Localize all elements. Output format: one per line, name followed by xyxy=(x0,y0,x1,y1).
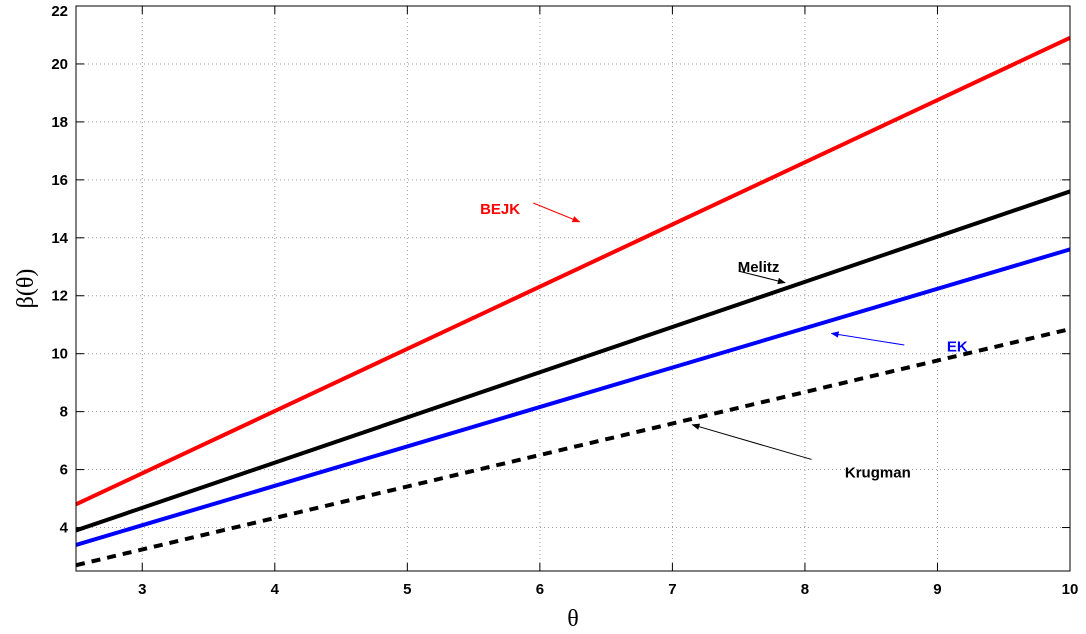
y-tick-label: 10 xyxy=(51,346,68,363)
y-tick-label: 16 xyxy=(51,172,68,189)
annotation-arrow-krugman xyxy=(691,423,812,460)
annotation-label-bejk: BEJK xyxy=(480,201,520,218)
annotation-arrow-melitz xyxy=(738,270,786,285)
annotation-label-ek: EK xyxy=(947,338,968,355)
plot-frame xyxy=(75,5,1071,572)
tick-labels: 3 4 5 6 7 8 9 10 4 6 8 10 12 14 16 18 20 22 xyxy=(51,3,1078,598)
y-tick-label: 12 xyxy=(51,288,68,305)
y-tick-label: 18 xyxy=(51,114,68,131)
annotation-label-melitz: Melitz xyxy=(738,259,780,276)
y-tick-label: 8 xyxy=(60,404,68,421)
y-tick-label: 14 xyxy=(51,230,68,247)
series-line-krugman xyxy=(75,327,1071,568)
y-tick-label: 4 xyxy=(60,520,69,537)
x-tick-label: 10 xyxy=(1062,581,1079,598)
x-tick-label: 3 xyxy=(138,581,146,598)
y-tick-label: 6 xyxy=(60,462,68,479)
series-line-bejk xyxy=(75,36,1071,507)
y-tick-label: 20 xyxy=(51,56,68,73)
x-tick-label: 7 xyxy=(668,581,676,598)
axes xyxy=(75,5,1071,572)
x-tick-label: 5 xyxy=(403,581,411,598)
x-tick-label: 4 xyxy=(271,581,280,598)
y-tick-label: 22 xyxy=(51,3,68,20)
x-tick-label: 9 xyxy=(933,581,941,598)
series-line-melitz xyxy=(75,189,1071,533)
annotation-arrow-bejk xyxy=(533,202,581,223)
x-tick-label: 8 xyxy=(801,581,809,598)
y-axis-title: β(θ) xyxy=(13,269,39,309)
series-line-ek xyxy=(75,247,1071,547)
series-layer xyxy=(75,36,1071,568)
annotation-label-krugman: Krugman xyxy=(845,464,911,481)
grid xyxy=(76,6,1070,571)
x-axis-title: θ xyxy=(567,606,579,632)
annotations: BEJK Melitz EK Krugman xyxy=(480,201,968,482)
annotation-arrow-ek xyxy=(830,331,905,346)
x-tick-label: 6 xyxy=(536,581,544,598)
